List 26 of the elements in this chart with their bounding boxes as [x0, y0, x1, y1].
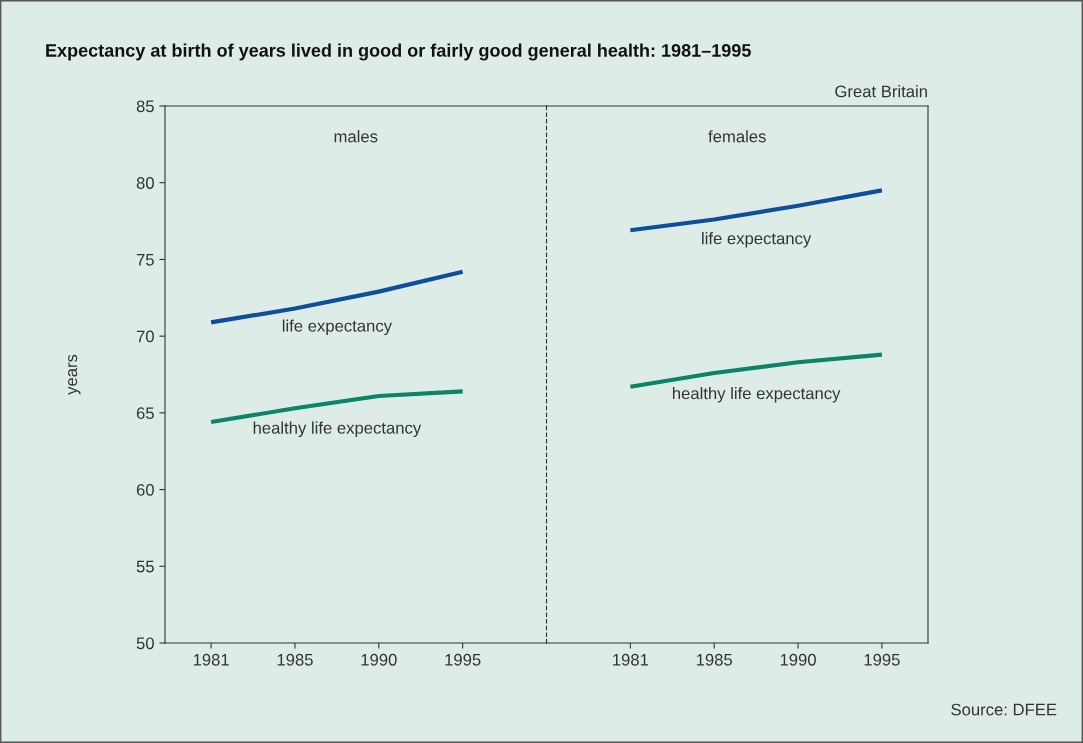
- y-axis-title: years: [68, 354, 81, 395]
- y-tick-label: 60: [136, 483, 154, 496]
- y-tick-label: 55: [136, 560, 154, 573]
- series-label: healthy life expectancy: [672, 387, 841, 403]
- text: females: [708, 130, 766, 143]
- y-tick-label: 50: [136, 637, 154, 650]
- x-tick-label: 1990: [780, 653, 816, 666]
- x-tick-label: 1995: [445, 653, 481, 666]
- series-label: life expectancy: [702, 232, 812, 248]
- y-tick-label: 85: [136, 100, 154, 113]
- series-label: life expectancy: [282, 319, 392, 336]
- source-note: Source: DFEE: [951, 703, 1057, 716]
- text: males: [334, 130, 378, 143]
- x-tick-label: 1981: [193, 653, 229, 666]
- series-label: healthy life expectancy: [253, 421, 422, 438]
- text: Great Britain: [835, 85, 927, 98]
- x-tick-label: 1995: [864, 653, 900, 666]
- y-tick-label: 65: [136, 407, 154, 420]
- x-tick-label: 1985: [277, 653, 313, 666]
- y-tick-label: 80: [136, 177, 154, 189]
- chart-title: Expectancy at birth of years lived in good or fairly good general health: 1981–1995: [46, 43, 751, 61]
- x-tick-label: 1990: [361, 653, 397, 666]
- y-tick-label: 75: [136, 254, 154, 266]
- x-tick-label: 1981: [613, 653, 649, 666]
- x-tick-label: 1985: [696, 653, 733, 666]
- y-tick-label: 70: [136, 330, 154, 343]
